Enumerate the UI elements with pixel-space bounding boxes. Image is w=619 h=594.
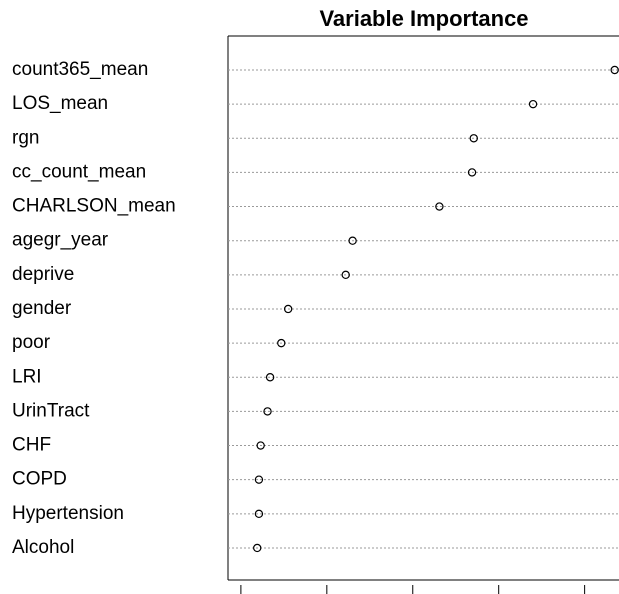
dot	[467, 168, 477, 177]
y-tick-label: LOS_mean	[12, 93, 108, 114]
dot	[265, 373, 275, 382]
y-tick-label: rgn	[12, 127, 39, 148]
y-tick-label: LRI	[12, 366, 42, 387]
y-tick-label: CHF	[12, 435, 51, 456]
chart-title: Variable Importance	[319, 6, 528, 31]
y-tick-label: gender	[12, 298, 72, 319]
dot	[254, 475, 264, 484]
y-tick-label: poor	[12, 332, 51, 353]
y-tick-label: agegr_year	[12, 230, 109, 251]
dot	[253, 543, 262, 553]
dot	[610, 65, 619, 75]
dot	[254, 509, 264, 519]
y-tick-label: Hypertension	[12, 503, 124, 524]
y-tick-label: deprive	[12, 264, 74, 285]
y-tick-label: UrinTract	[12, 400, 90, 421]
y-tick-label: CHARLSON_mean	[12, 196, 176, 217]
dot	[256, 441, 265, 450]
y-tick-label: count365_mean	[12, 59, 148, 80]
y-tick-label: COPD	[12, 469, 67, 490]
dot	[469, 134, 478, 143]
y-tick-label: cc_count_mean	[12, 161, 146, 182]
dot	[341, 270, 350, 280]
dot	[348, 236, 357, 245]
y-tick-label: Alcohol	[12, 537, 74, 558]
dot	[277, 338, 286, 348]
dot	[263, 407, 272, 416]
dot	[435, 202, 444, 211]
dot	[283, 304, 293, 314]
dot	[528, 99, 538, 109]
